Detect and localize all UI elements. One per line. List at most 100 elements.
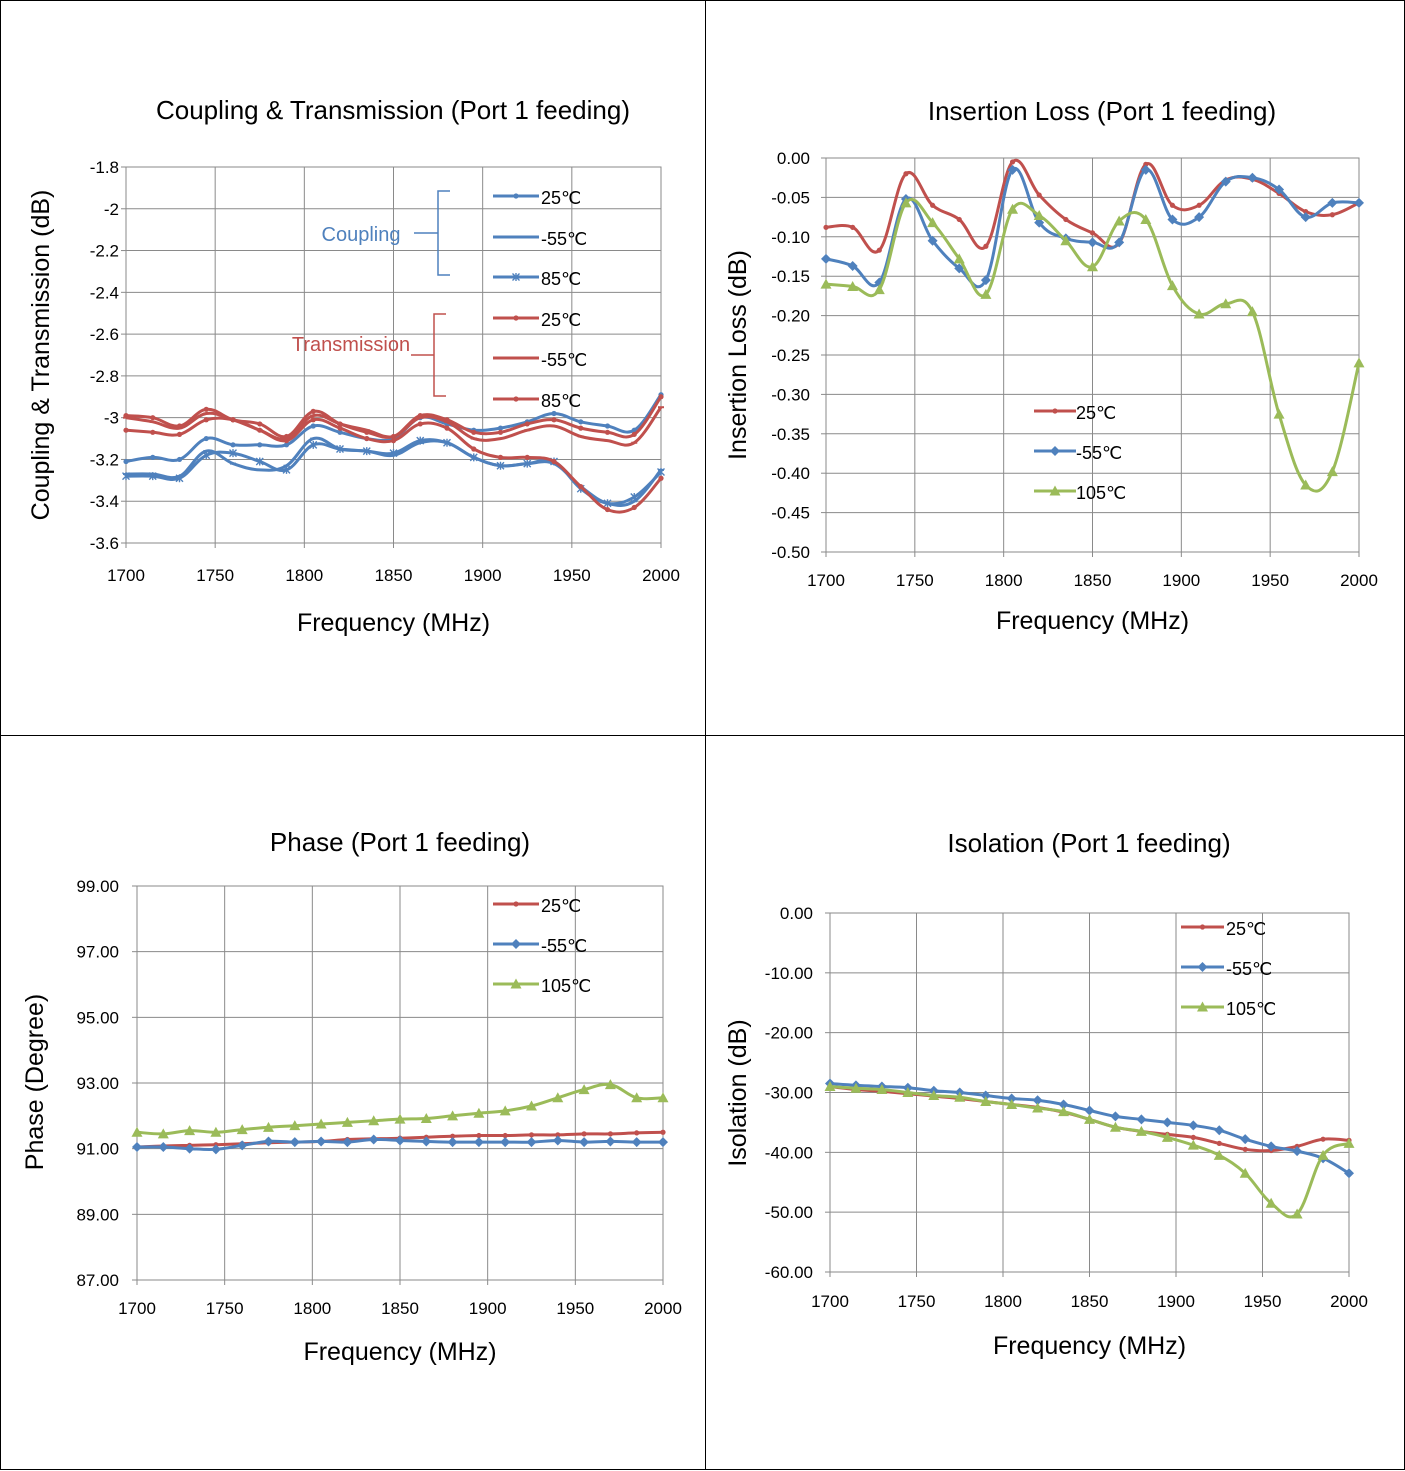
data-point — [1343, 1137, 1355, 1148]
data-point — [526, 1137, 537, 1148]
data-point — [132, 1142, 142, 1153]
group-brace — [411, 313, 446, 397]
data-point — [1291, 1208, 1303, 1219]
data-point — [502, 1132, 508, 1139]
data-point — [824, 1081, 836, 1092]
data-point — [341, 1116, 353, 1127]
legend-label: 105℃ — [1226, 999, 1276, 1019]
data-point — [1300, 479, 1312, 490]
chart-title: Insertion Loss (Port 1 feeding) — [928, 96, 1276, 126]
insertion-loss-chart: 1700 1750 1800 1850 1900 1950 2000 0.00 -0.05 -0.… — [705, 0, 1405, 736]
y-axis-label: Isolation (dB) — [724, 1019, 752, 1166]
legend-marker — [1052, 408, 1058, 414]
data-point — [289, 1120, 301, 1131]
y-tick-label: -3.6 — [90, 534, 119, 553]
data-point — [309, 440, 318, 449]
data-point — [1084, 1105, 1095, 1116]
data-point — [175, 474, 184, 483]
data-point — [342, 1137, 353, 1148]
data-point — [336, 445, 344, 453]
legend-label: 105℃ — [1076, 483, 1126, 503]
legend-marker — [1050, 446, 1060, 456]
x-tick-label: 1800 — [285, 566, 323, 585]
data-point — [420, 1112, 432, 1123]
data-point — [337, 425, 343, 431]
data-point — [210, 1144, 221, 1155]
x-axis-label: Frequency (MHz) — [297, 609, 490, 637]
legend-label: -55℃ — [541, 350, 587, 370]
data-point — [123, 427, 129, 433]
y-tick-label: 0.00 — [780, 904, 813, 923]
data-point — [873, 284, 885, 295]
data-point — [1084, 1113, 1095, 1124]
data-point — [310, 417, 316, 423]
data-point — [980, 275, 991, 286]
data-point — [257, 427, 263, 433]
data-point — [257, 421, 263, 427]
legend-label: 25℃ — [1226, 919, 1266, 939]
x-tick-label: 1850 — [381, 1299, 419, 1318]
data-point — [471, 429, 477, 435]
data-point — [983, 243, 989, 249]
data-point — [605, 1136, 616, 1147]
y-tick-label: -0.30 — [771, 385, 810, 404]
data-point — [1007, 203, 1019, 214]
x-tick-label: 2000 — [644, 1299, 682, 1318]
y-tick-label: 91.00 — [76, 1140, 119, 1159]
data-point — [1214, 1125, 1225, 1136]
data-point — [315, 1118, 327, 1129]
data-point — [551, 458, 557, 465]
data-point — [1087, 237, 1098, 248]
chart-svg: 1700 1750 1800 1850 1900 1950 2000 99.00 97.00 95… — [21, 827, 682, 1366]
plot-area — [829, 912, 1350, 1273]
data-point — [928, 1089, 940, 1100]
data-point — [283, 438, 290, 444]
data-point — [310, 408, 316, 414]
x-tick-label: 1950 — [1251, 571, 1289, 590]
data-point — [930, 202, 936, 208]
data-point — [123, 458, 129, 465]
x-tick-label: 1800 — [293, 1299, 331, 1318]
data-point — [1113, 215, 1125, 226]
y-tick-label: -50.00 — [765, 1203, 813, 1222]
data-point — [230, 417, 236, 423]
legend-label: -55℃ — [1076, 443, 1122, 463]
data-point — [1063, 216, 1069, 223]
y-axis-label: Phase (Degree) — [21, 994, 49, 1170]
y-tick-label: -0.15 — [771, 267, 810, 286]
data-point — [210, 1126, 222, 1137]
legend-marker — [513, 396, 519, 402]
legend-marker — [512, 273, 520, 281]
data-point — [876, 1084, 888, 1095]
data-point — [1188, 1120, 1199, 1131]
data-point — [850, 224, 856, 230]
y-tick-label: -40.00 — [765, 1143, 813, 1162]
legend-marker — [513, 315, 519, 321]
data-point — [237, 1140, 248, 1151]
data-point — [1329, 212, 1335, 218]
plot-area — [125, 166, 662, 544]
y-tick-label: -2.2 — [90, 242, 119, 261]
data-point — [1140, 164, 1151, 175]
x-tick-label: 1700 — [811, 1292, 849, 1311]
data-point — [1161, 1131, 1173, 1142]
y-axis-label: Coupling & Transmission (dB) — [27, 190, 55, 521]
y-tick-label: 93.00 — [76, 1074, 119, 1093]
data-point — [263, 1136, 274, 1147]
y-tick-label: -3 — [104, 409, 119, 428]
data-point — [823, 224, 829, 230]
data-point — [1058, 1099, 1069, 1110]
y-tick-label: -3.2 — [90, 450, 119, 469]
legend-label: -55℃ — [541, 936, 587, 956]
y-tick-label: -0.10 — [771, 228, 810, 247]
data-point — [526, 1100, 537, 1111]
data-point — [236, 1124, 248, 1135]
data-point — [1327, 197, 1338, 208]
data-point — [1320, 1136, 1326, 1142]
y-tick-label: -10.00 — [765, 964, 813, 983]
data-point — [416, 436, 425, 445]
data-point — [578, 1084, 590, 1095]
data-point — [658, 475, 664, 481]
x-tick-label: 1950 — [553, 566, 591, 585]
data-point — [927, 217, 939, 228]
